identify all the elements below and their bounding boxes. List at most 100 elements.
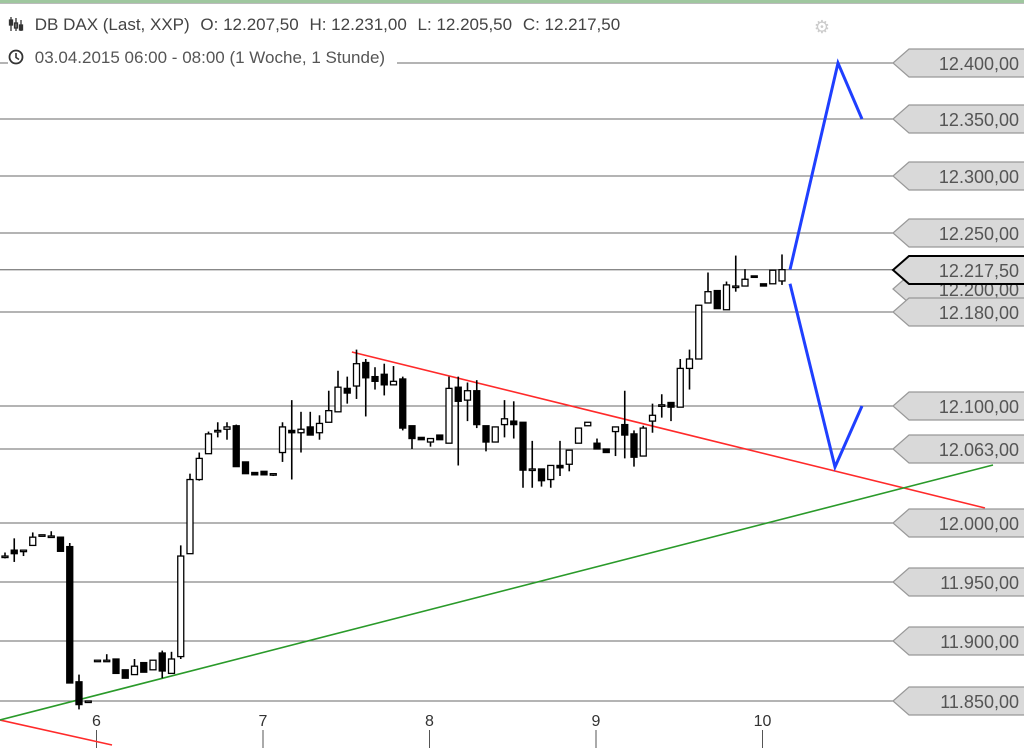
candle-body xyxy=(380,373,388,386)
price-label-text: 12.300,00 xyxy=(939,167,1019,187)
candle-body xyxy=(195,457,203,481)
price-label xyxy=(892,626,1024,656)
low-value: L: 12.205,50 xyxy=(417,15,513,34)
candle-body xyxy=(389,380,398,386)
current-price-label xyxy=(891,255,1024,285)
candle-body xyxy=(574,427,583,444)
candle-body xyxy=(251,471,259,476)
candle-body xyxy=(584,421,592,427)
resistance-trendline-lower xyxy=(0,719,113,746)
price-label xyxy=(892,104,1024,134)
x-tick-label: 9 xyxy=(592,713,601,730)
candle-body xyxy=(741,278,749,287)
candle-body xyxy=(269,473,277,476)
candle-body xyxy=(149,659,157,671)
candle-body xyxy=(47,535,55,539)
price-label-text: 11.850,00 xyxy=(940,692,1019,712)
candle-body xyxy=(140,661,148,673)
candle-body xyxy=(56,536,65,552)
candle-body xyxy=(510,420,518,426)
candle-body xyxy=(278,426,287,454)
price-label-text: 11.900,00 xyxy=(940,632,1019,652)
candle-body xyxy=(10,549,18,555)
candle-body xyxy=(528,468,536,472)
candle-body xyxy=(676,367,684,408)
price-label-text: 12.400,00 xyxy=(939,54,1019,74)
time-range: 03.04.2015 06:00 - 08:00 (1 Woche, 1 Stu… xyxy=(8,48,398,68)
price-label-text: 12.350,00 xyxy=(939,110,1019,130)
x-tick-label: 8 xyxy=(425,713,434,730)
candle-body xyxy=(38,534,46,537)
candle-body xyxy=(84,700,92,704)
price-label xyxy=(892,434,1024,464)
settings-icon[interactable]: ⚙ xyxy=(813,17,831,37)
candle-body xyxy=(556,464,564,469)
chart-legend: DB DAX (Last, XXP) O: 12.207,50 H: 12.23… xyxy=(8,15,633,35)
candle-body xyxy=(371,375,379,382)
open-value: O: 12.207,50 xyxy=(200,15,299,34)
candle-body xyxy=(186,478,194,555)
resistance-trendline xyxy=(351,351,986,509)
candle-body xyxy=(426,437,435,443)
candle-body xyxy=(408,425,416,440)
candle-body xyxy=(75,681,83,706)
candle-body xyxy=(667,401,675,408)
candle-body xyxy=(500,418,509,426)
candle-body xyxy=(750,275,758,279)
candle-body xyxy=(121,669,129,679)
candle-body xyxy=(93,659,102,663)
instrument-name: DB DAX (Last, XXP) xyxy=(34,15,190,34)
projection-up xyxy=(788,58,864,271)
price-label xyxy=(892,567,1024,597)
x-tick-label: 6 xyxy=(92,713,101,730)
price-label xyxy=(892,508,1024,538)
candle-body xyxy=(454,386,462,402)
clock-icon xyxy=(8,48,29,67)
candle-body xyxy=(593,442,601,450)
candlestick-icon[interactable] xyxy=(8,15,29,34)
candle-body xyxy=(621,423,629,436)
candle-body xyxy=(214,429,222,433)
price-label-text: 12.063,00 xyxy=(939,440,1019,460)
candle-body xyxy=(288,429,296,434)
candle-body xyxy=(491,426,499,443)
candle-body xyxy=(445,387,453,444)
candle-body xyxy=(722,284,731,311)
candle-body xyxy=(223,426,231,430)
price-label xyxy=(892,297,1024,327)
price-label xyxy=(892,686,1024,716)
candle-body xyxy=(315,422,324,434)
candle-body xyxy=(325,409,333,423)
candle-body xyxy=(473,390,481,426)
candle-body xyxy=(334,386,342,413)
candle-body xyxy=(704,291,712,304)
candle-body xyxy=(352,363,361,387)
close-value: C: 12.217,50 xyxy=(522,15,621,34)
price-label-text: 12.250,00 xyxy=(939,224,1019,244)
candle-body xyxy=(297,428,305,434)
candle-body xyxy=(241,461,250,475)
support-trendline xyxy=(0,464,994,721)
candle-body xyxy=(204,433,213,455)
candle-body xyxy=(602,448,610,454)
candle-body xyxy=(685,358,694,370)
candle-body xyxy=(769,269,777,285)
price-label-text: 12.217,50 xyxy=(939,261,1019,281)
price-label xyxy=(892,161,1024,191)
candle-body xyxy=(167,658,176,675)
candle-body xyxy=(537,468,546,482)
candle-body xyxy=(232,425,240,468)
candle-body xyxy=(1,555,9,559)
candle-body xyxy=(565,449,573,465)
candle-body xyxy=(177,555,185,658)
candle-body xyxy=(158,652,166,672)
time-range-text: 03.04.2015 06:00 - 08:00 (1 Woche, 1 Stu… xyxy=(34,48,386,67)
candle-body xyxy=(778,269,786,282)
candle-body xyxy=(130,665,139,676)
x-tick-label: 10 xyxy=(754,713,772,730)
candle-body xyxy=(66,545,74,684)
candle-body xyxy=(648,414,657,422)
price-label xyxy=(892,218,1024,248)
candle-body xyxy=(19,549,28,553)
